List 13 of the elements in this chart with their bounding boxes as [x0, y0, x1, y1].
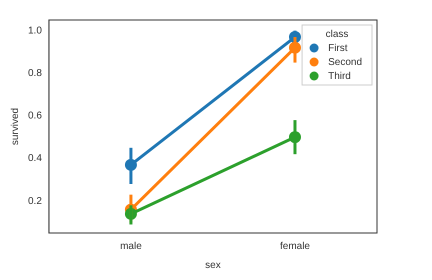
legend-label: Third — [328, 70, 351, 82]
y-axis-title: survived — [10, 108, 21, 146]
legend-label: Second — [328, 56, 362, 68]
y-tick-label: 0.4 — [28, 153, 42, 164]
legend-label: First — [328, 42, 348, 54]
x-tick-label: male — [120, 240, 142, 252]
x-tick-label: female — [280, 240, 310, 252]
y-tick-label: 0.8 — [28, 68, 42, 79]
x-axis-title: sex — [205, 260, 221, 271]
y-tick-label: 1.0 — [28, 25, 42, 36]
y-tick-label: 0.6 — [28, 110, 42, 122]
legend-title: class — [326, 28, 348, 40]
y-tick-label: 0.2 — [28, 196, 42, 207]
